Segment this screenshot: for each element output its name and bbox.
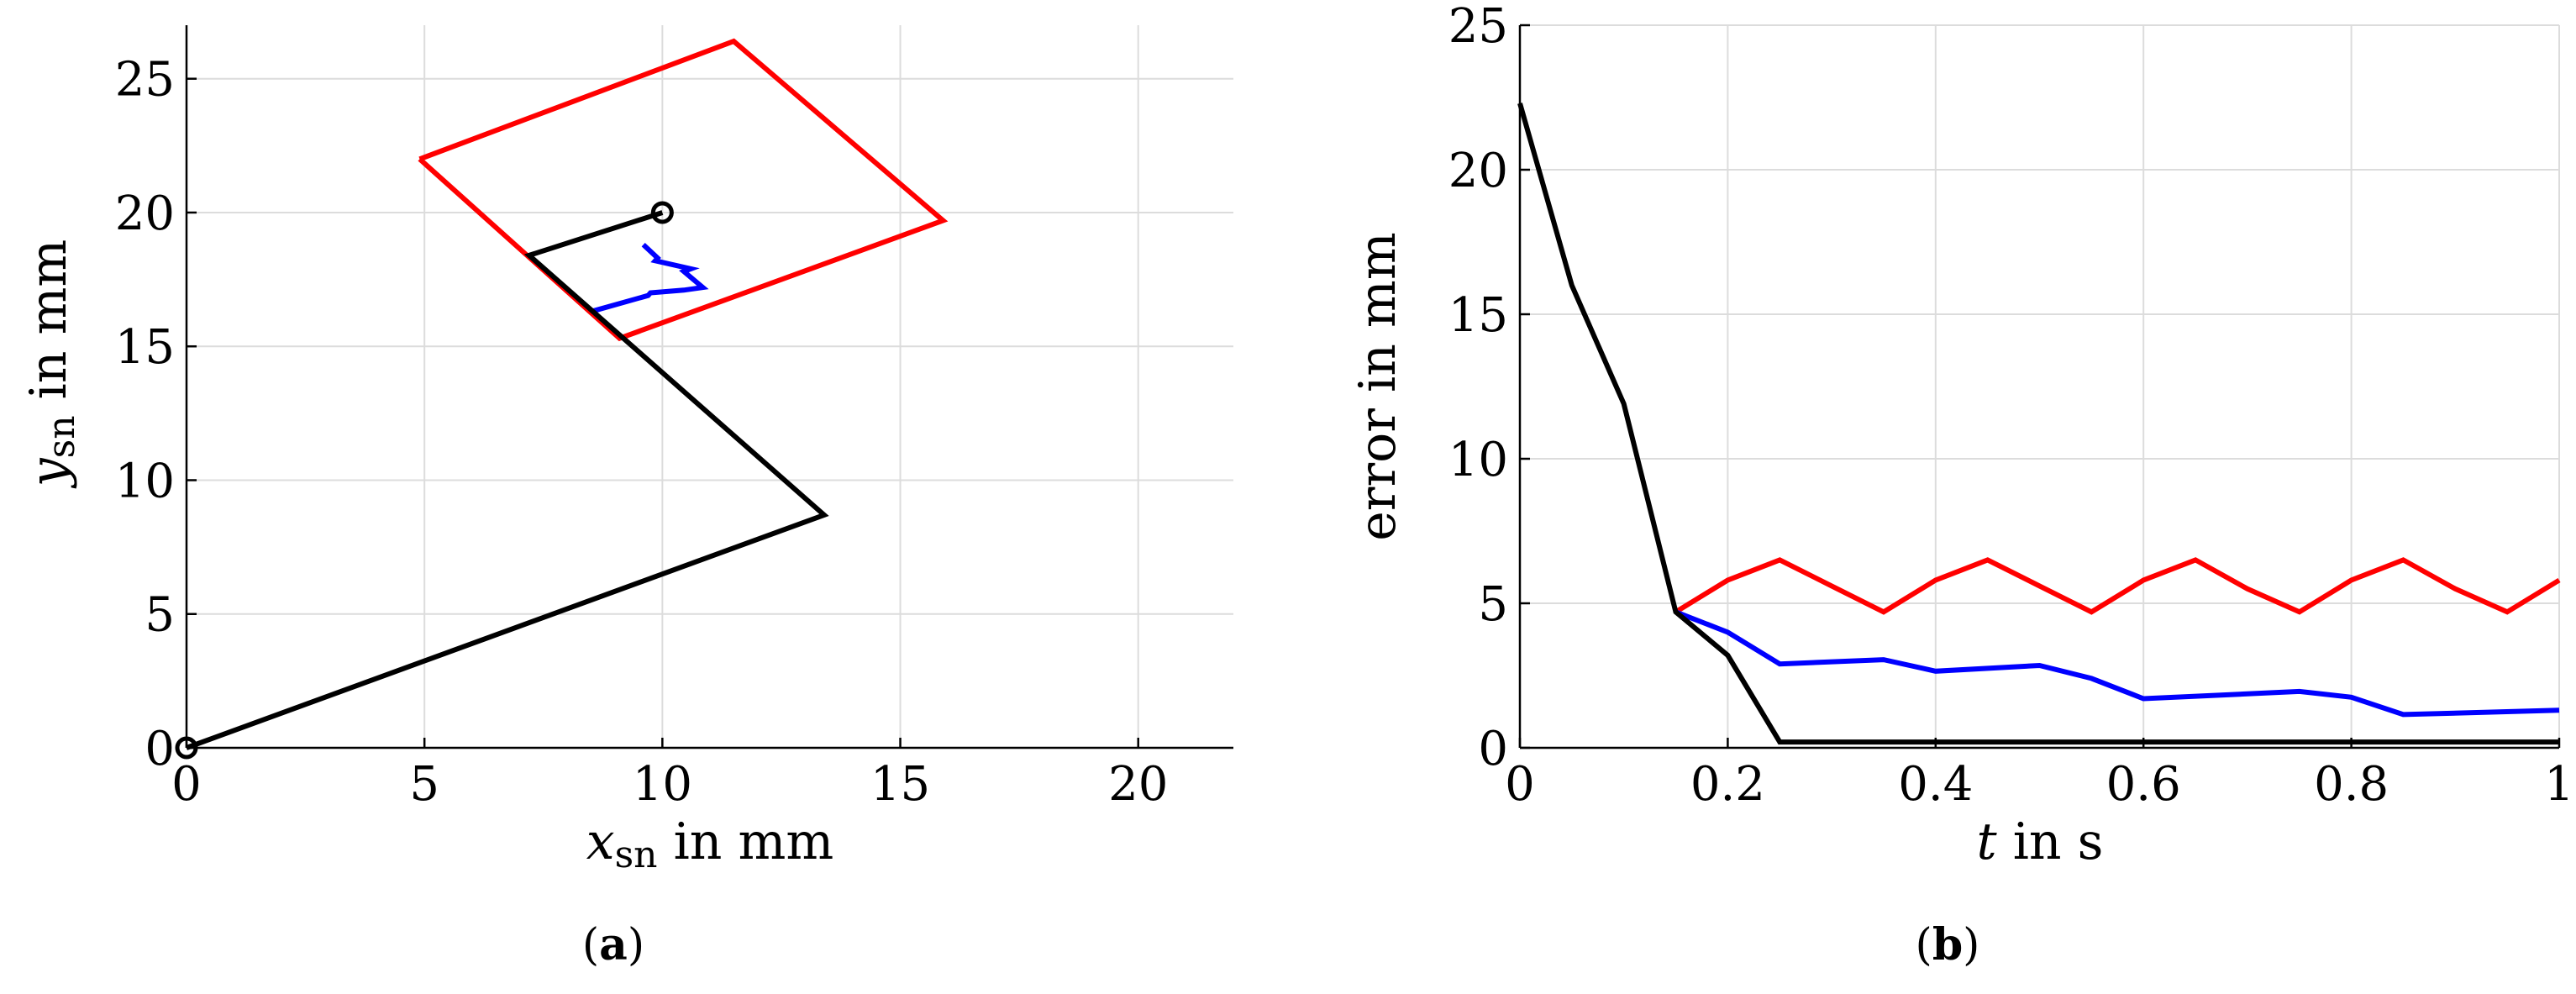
panel-a-y-axis-label-sub: sn: [40, 415, 83, 458]
panel-a-x-tick-label: 20: [1108, 757, 1168, 812]
panel-b-x-axis-label-var: t: [1977, 813, 1998, 871]
panel-a-x-tick-label: 15: [870, 757, 930, 812]
panel-b-x-tick-label: 0.4: [1898, 757, 1973, 812]
panel-b-caption-close: ): [1963, 920, 1979, 970]
panel-a-x-axis-label-unit: in mm: [658, 813, 834, 871]
panel-a-x-tick-labels: 0 5 10 15 20: [171, 738, 1168, 812]
panel-a-y-axis-label-var: y: [19, 457, 78, 489]
panel-b-grid: [1520, 24, 2560, 748]
panel-b-error-plot: 0 0.2 0.4 0.6 0.8 1 0 5 10 15 20 25 t in s error i…: [1348, 0, 2574, 970]
panel-a-series-blue-line: [590, 243, 709, 314]
panel-a-y-tick-labels: 0 5 10 15 20 25: [115, 53, 197, 776]
panel-b-caption: (b): [1916, 919, 1980, 970]
panel-a-caption-open: (: [582, 920, 599, 970]
panel-a-series: [185, 38, 949, 750]
panel-b-x-tick-label: 0.8: [2314, 757, 2389, 812]
panel-b-series-black-line: [1517, 103, 2559, 745]
panel-a-y-tick-label: 0: [145, 722, 175, 776]
panel-b-y-tick-label: 15: [1448, 288, 1508, 343]
panel-a-caption-letter: a: [599, 919, 628, 970]
panel-b-x-tick-label: 0.6: [2106, 757, 2181, 812]
panel-b-series: [1517, 103, 2561, 745]
panel-b-x-tick-label: 0.2: [1690, 757, 1765, 812]
panel-a-y-tick-label: 5: [145, 588, 175, 643]
panel-a-y-axis-label: ysn in mm: [19, 239, 83, 490]
panel-a-series-red-line: [418, 38, 949, 342]
panel-a-x-tick-label: 5: [409, 757, 439, 812]
panel-b-caption-letter: b: [1932, 919, 1963, 970]
panel-a-y-tick-label: 25: [115, 53, 175, 108]
panel-a-circle-marker: [650, 201, 674, 224]
panel-a-grid: [187, 25, 1233, 748]
panel-b-y-tick-label: 20: [1448, 144, 1508, 198]
panel-a-x-axis-label-var: x: [586, 813, 615, 871]
panel-b-x-axis-label-unit: in s: [1997, 813, 2104, 871]
panel-a-y-tick-label: 15: [115, 320, 175, 375]
panel-b-y-tick-labels: 0 5 10 15 20 25: [1448, 0, 1530, 776]
panel-a-y-tick-label: 10: [115, 454, 175, 508]
panel-b-caption-open: (: [1916, 920, 1932, 970]
panel-a-x-axis-label: xsn in mm: [586, 813, 834, 876]
panel-b-series-red-line: [1674, 557, 2561, 615]
panel-a-x-axis-label-sub: sn: [615, 834, 658, 876]
panel-b-y-tick-label: 0: [1478, 722, 1508, 776]
panel-a-x-tick-label: 10: [633, 757, 692, 812]
panel-b-series-blue-line: [1674, 609, 2560, 718]
panel-b-x-tick-labels: 0 0.2 0.4 0.6 0.8 1: [1505, 738, 2574, 812]
panel-b-axes: [1518, 25, 2559, 749]
panel-b-y-tick-label: 25: [1448, 0, 1508, 54]
panel-b-y-tick-label: 5: [1478, 577, 1508, 632]
panel-a-caption-close: ): [628, 920, 644, 970]
panel-a-y-axis-label-unit: in mm: [19, 239, 78, 416]
panel-b-y-tick-label: 10: [1448, 433, 1508, 487]
panel-a-caption: (a): [582, 919, 644, 970]
panel-a-series-black-line: [185, 210, 829, 750]
panel-a-y-tick-label: 20: [115, 187, 175, 241]
panel-b-x-tick-label: 1: [2544, 757, 2574, 812]
panel-b-x-tick-label: 0: [1505, 757, 1535, 812]
panel-a-x-tick-label: 0: [171, 757, 202, 812]
panel-a-axes: [185, 25, 1233, 749]
panel-b-y-axis-label: error in mm: [1348, 232, 1407, 540]
panel-b-x-axis-label: t in s: [1977, 813, 2104, 871]
